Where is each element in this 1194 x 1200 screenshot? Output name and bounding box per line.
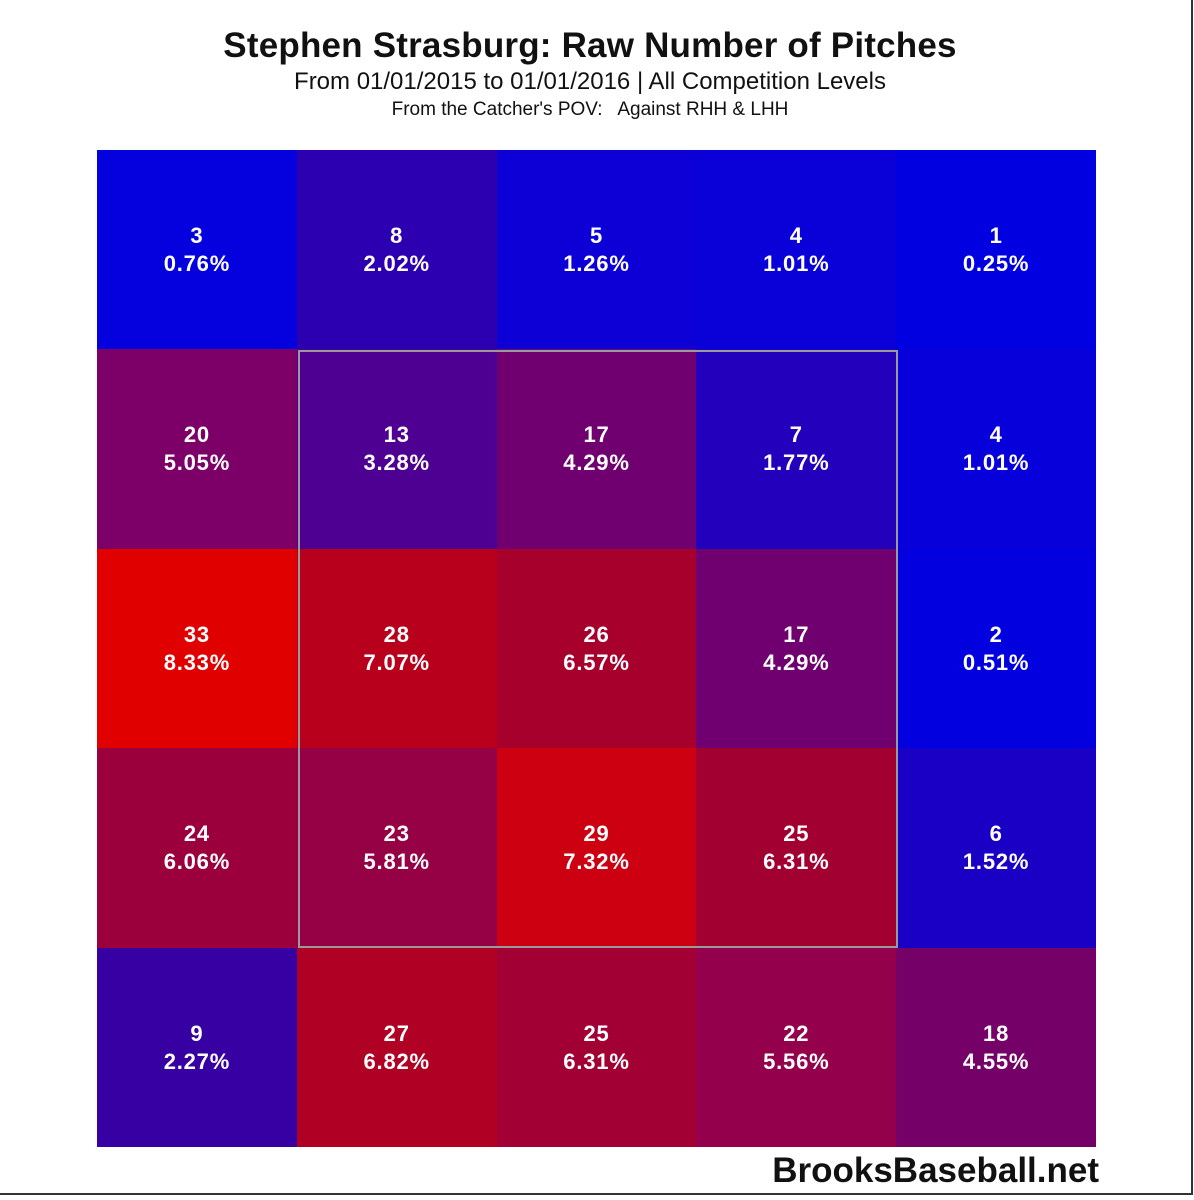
cell-percent: 1.01%	[962, 450, 1030, 476]
cell-count: 25	[583, 1020, 610, 1046]
cell-percent: 7.32%	[563, 849, 630, 875]
cell-count: 25	[783, 821, 810, 847]
cell-percent: 4.55%	[962, 1048, 1030, 1074]
cell-count: 9	[190, 1020, 204, 1046]
heatmap-cell: 26 6.57%	[496, 548, 697, 749]
cell-percent: 6.82%	[363, 1048, 430, 1074]
cell-count: 3	[190, 223, 204, 248]
heatmap-cell: 1 0.25%	[896, 150, 1096, 350]
cell-percent: 0.25%	[962, 251, 1030, 276]
cell-count: 18	[983, 1020, 1010, 1046]
cell-count: 6	[989, 821, 1003, 847]
cell-percent: 5.05%	[163, 450, 231, 476]
heatmap-cell: 33 8.33%	[97, 548, 297, 749]
heatmap-cell: 4 1.01%	[696, 150, 897, 350]
cell-percent: 2.27%	[163, 1048, 231, 1074]
cell-count: 8	[390, 223, 404, 248]
heatmap-cell: 17 4.29%	[496, 349, 697, 549]
heatmap-cell: 18 4.55%	[896, 947, 1096, 1147]
cell-count: 13	[383, 422, 410, 448]
cell-count: 17	[583, 422, 610, 448]
cell-percent: 1.26%	[563, 251, 630, 276]
heatmap-cell: 17 4.29%	[696, 548, 897, 749]
heatmap-cell: 20 5.05%	[97, 349, 297, 549]
heatmap-cell: 25 6.31%	[696, 748, 897, 948]
heatmap-cell: 9 2.27%	[97, 947, 297, 1147]
heatmap-cell: 4 1.01%	[896, 349, 1096, 549]
cell-percent: 1.77%	[763, 450, 830, 476]
heatmap-cell: 3 0.76%	[97, 150, 297, 350]
cell-count: 20	[183, 422, 210, 448]
cell-count: 23	[383, 821, 410, 847]
source-credit: BrooksBaseball.net	[772, 1151, 1099, 1190]
cell-count: 29	[583, 821, 610, 847]
heatmap-cell: 13 3.28%	[296, 349, 497, 549]
chart-pov-note: From the Catcher's POV: Against RHH & LH…	[391, 99, 789, 120]
pitch-heatmap-grid: 3 0.76% 8 2.02% 5 1.26% 4 1.01% 1 0.25% 20 5.05% 13 3…	[97, 150, 1096, 1147]
heatmap-cell: 5 1.26%	[496, 150, 697, 350]
cell-percent: 8.33%	[163, 649, 231, 675]
cell-count: 4	[789, 223, 803, 248]
cell-percent: 3.28%	[363, 450, 430, 476]
cell-count: 17	[783, 621, 810, 647]
heatmap-cell: 2 0.51%	[896, 548, 1096, 749]
chart-title: Stephen Strasburg: Raw Number of Pitches	[223, 26, 957, 65]
cell-count: 28	[383, 621, 410, 647]
chart-subtitle: From 01/01/2015 to 01/01/2016 | All Comp…	[294, 68, 886, 95]
heatmap-cell: 7 1.77%	[696, 349, 897, 549]
heatmap-cell: 23 5.81%	[296, 748, 497, 948]
heatmap-cell: 25 6.31%	[496, 947, 697, 1147]
heatmap-cell: 28 7.07%	[296, 548, 497, 749]
cell-percent: 2.02%	[363, 251, 430, 276]
cell-percent: 4.29%	[563, 450, 630, 476]
heatmap-cell: 22 5.56%	[696, 947, 897, 1147]
cell-count: 7	[789, 422, 803, 448]
cell-percent: 5.56%	[763, 1048, 830, 1074]
cell-percent: 0.76%	[163, 251, 231, 276]
cell-count: 5	[589, 223, 604, 248]
cell-count: 24	[183, 821, 210, 847]
cell-percent: 7.07%	[363, 649, 430, 675]
cell-percent: 1.01%	[763, 251, 830, 276]
cell-percent: 6.31%	[563, 1048, 630, 1074]
cell-count: 22	[783, 1020, 810, 1046]
cell-percent: 1.52%	[962, 849, 1030, 875]
cell-percent: 5.81%	[363, 849, 430, 875]
heatmap-cell: 27 6.82%	[296, 947, 497, 1147]
cell-percent: 6.06%	[163, 849, 231, 875]
cell-count: 27	[383, 1020, 410, 1046]
cell-percent: 6.31%	[763, 849, 830, 875]
heatmap-cell: 24 6.06%	[97, 748, 297, 948]
cell-count: 26	[583, 621, 610, 647]
cell-percent: 4.29%	[763, 649, 830, 675]
cell-count: 4	[989, 422, 1003, 448]
heatmap-cell: 6 1.52%	[896, 748, 1096, 948]
heatmap-cell: 8 2.02%	[296, 150, 497, 350]
cell-percent: 0.51%	[962, 649, 1030, 675]
cell-percent: 6.57%	[563, 649, 630, 675]
cell-count: 1	[989, 223, 1003, 248]
cell-count: 33	[183, 621, 210, 647]
cell-count: 2	[989, 621, 1003, 647]
heatmap-cell: 29 7.32%	[496, 748, 697, 948]
